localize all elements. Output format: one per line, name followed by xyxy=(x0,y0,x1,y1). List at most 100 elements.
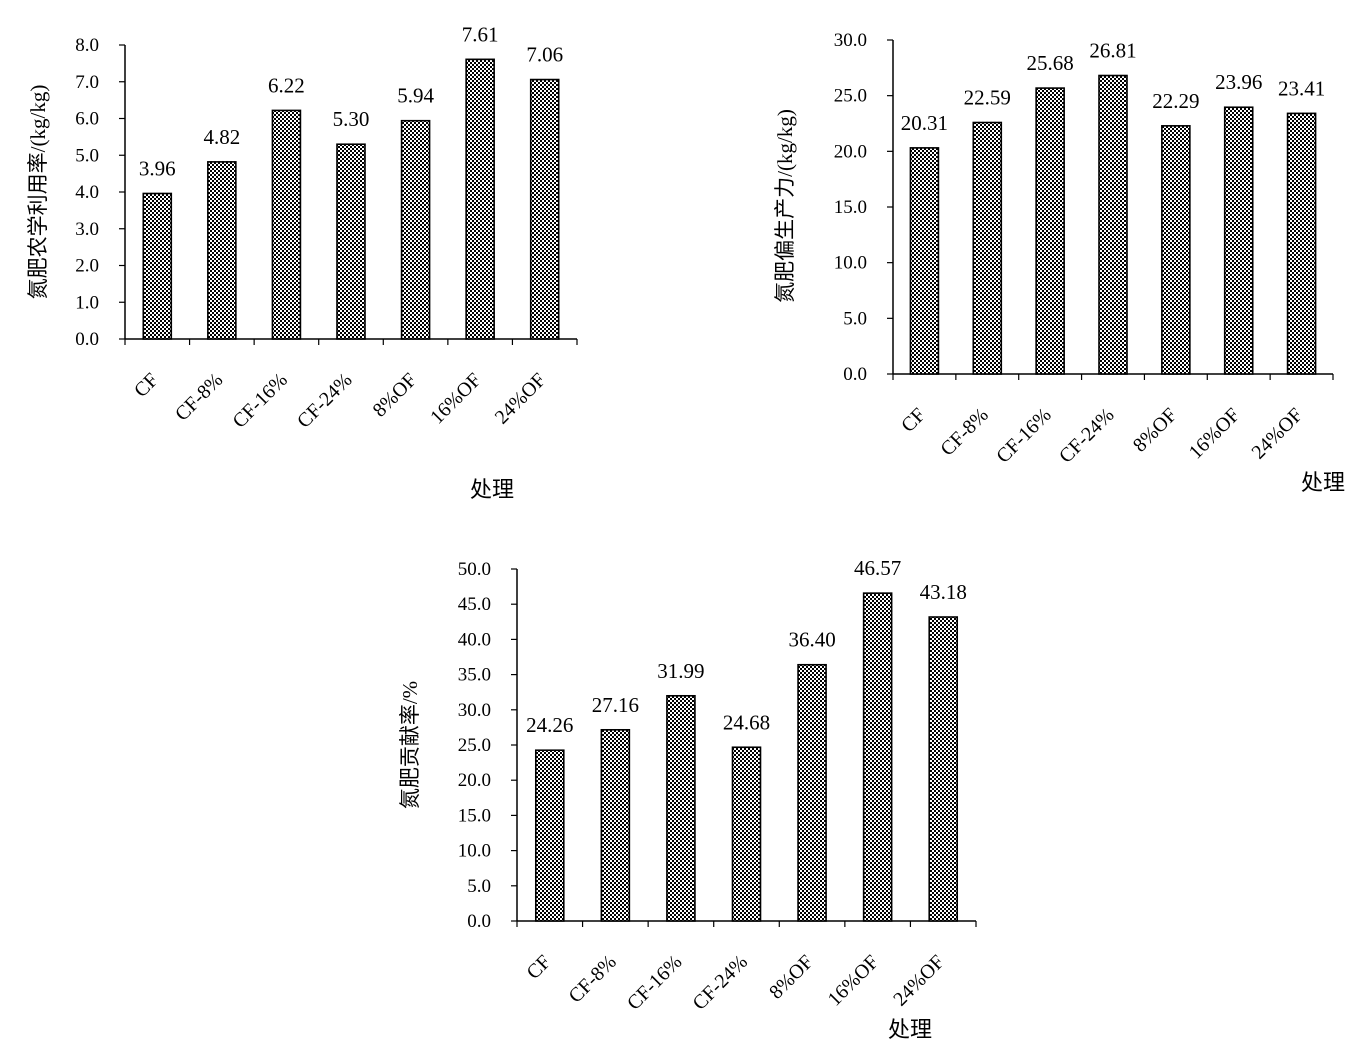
data-label: 20.31 xyxy=(901,111,948,135)
y-tick-label: 25.0 xyxy=(834,86,867,107)
data-label: 22.29 xyxy=(1152,89,1199,113)
y-tick-label: 1.0 xyxy=(75,292,99,313)
category-label: 16%OF xyxy=(824,951,884,1011)
bar xyxy=(336,143,366,340)
data-label: 5.94 xyxy=(397,84,434,108)
y-tick-label: 5.0 xyxy=(843,308,867,329)
data-label: 46.57 xyxy=(854,556,901,580)
y-axis-title: 氮肥农学利用率/(kg/kg) xyxy=(26,85,50,300)
bar xyxy=(207,161,237,340)
y-tick-label: 10.0 xyxy=(458,841,491,862)
x-axis-title: 处理 xyxy=(470,477,514,502)
y-tick-label: 0.0 xyxy=(843,364,867,385)
bar xyxy=(928,616,959,922)
category-label: CF-16% xyxy=(623,951,686,1014)
category-label: 8%OF xyxy=(765,951,817,1003)
y-tick-label: 20.0 xyxy=(458,770,491,791)
y-tick-label: 6.0 xyxy=(75,109,99,130)
y-tick-label: 30.0 xyxy=(834,30,867,51)
y-tick-label: 25.0 xyxy=(458,735,491,756)
bar xyxy=(1223,106,1254,375)
category-label: 16%OF xyxy=(426,369,486,429)
data-label: 43.18 xyxy=(920,580,967,604)
category-label: CF-24% xyxy=(293,369,356,432)
y-tick-label: 10.0 xyxy=(834,253,867,274)
category-label: CF xyxy=(897,404,930,437)
data-label: 24.68 xyxy=(723,710,770,734)
data-label: 6.22 xyxy=(268,73,305,97)
data-label: 7.61 xyxy=(462,22,499,46)
bar xyxy=(142,192,173,340)
data-label: 31.99 xyxy=(657,659,704,683)
y-tick-label: 45.0 xyxy=(458,594,491,615)
bar xyxy=(862,592,893,922)
data-label: 36.40 xyxy=(788,628,835,652)
category-label: CF-8% xyxy=(564,951,620,1007)
category-label: 8%OF xyxy=(1129,404,1181,456)
category-label: CF-16% xyxy=(992,404,1055,467)
bar xyxy=(1098,74,1128,375)
chart-nitrogen-agronomic-efficiency: 0.0 1.0 2.0 3.0 4.0 5.0 6.0 7.0 8.0 3.96 CF 4.82 CF-… xyxy=(26,22,578,502)
category-label: CF-8% xyxy=(171,369,227,425)
category-label: 8%OF xyxy=(369,369,421,421)
y-tick-label: 2.0 xyxy=(75,256,99,277)
category-label: CF-24% xyxy=(1055,404,1118,467)
category-label: CF xyxy=(130,369,163,402)
y-tick-label: 3.0 xyxy=(75,219,99,240)
y-tick-label: 8.0 xyxy=(75,35,99,56)
y-tick-label: 40.0 xyxy=(458,629,491,650)
chart-nitrogen-contribution-rate: 0.0 5.0 10.0 15.0 20.0 25.0 30.0 35.0 40.0 45.0 50… xyxy=(398,556,977,1042)
category-label: 24%OF xyxy=(1248,404,1308,464)
y-tick-label: 5.0 xyxy=(467,876,491,897)
bar xyxy=(529,78,560,340)
y-tick-label: 50.0 xyxy=(458,559,491,580)
bar xyxy=(972,121,1003,375)
bar xyxy=(1161,125,1191,375)
y-axis-title: 氮肥贡献率/% xyxy=(398,681,422,809)
bar xyxy=(600,728,631,922)
data-label: 23.41 xyxy=(1278,76,1325,100)
y-tick-label: 35.0 xyxy=(458,665,491,686)
y-tick-label: 4.0 xyxy=(75,182,99,203)
bar xyxy=(1035,87,1065,375)
bar xyxy=(909,147,940,375)
x-axis-title: 处理 xyxy=(1301,470,1345,495)
bar xyxy=(1286,112,1317,375)
x-axis-title: 处理 xyxy=(888,1017,932,1042)
bar xyxy=(534,749,565,922)
category-label: CF-16% xyxy=(228,369,291,432)
data-label: 25.68 xyxy=(1027,51,1074,75)
y-tick-label: 15.0 xyxy=(458,805,491,826)
bar xyxy=(731,746,762,922)
category-label: 24%OF xyxy=(889,951,949,1011)
data-label: 26.81 xyxy=(1089,39,1136,63)
category-label: CF-8% xyxy=(936,404,992,460)
category-label: 24%OF xyxy=(491,369,551,429)
bar xyxy=(797,663,827,922)
bar xyxy=(400,119,431,340)
data-label: 5.30 xyxy=(333,107,370,131)
bar xyxy=(271,109,302,340)
data-label: 27.16 xyxy=(592,693,639,717)
category-label: 16%OF xyxy=(1185,404,1245,464)
category-label: CF xyxy=(522,951,555,984)
y-tick-label: 5.0 xyxy=(75,145,99,166)
data-label: 24.26 xyxy=(526,713,573,737)
y-tick-label: 0.0 xyxy=(75,329,99,350)
category-label: CF-24% xyxy=(689,951,752,1014)
data-label: 4.82 xyxy=(203,125,240,149)
bar xyxy=(465,58,495,340)
y-axis-title: 氮肥偏生产力/(kg/kg) xyxy=(773,109,797,303)
chart-nitrogen-partial-factor-productivity: 0.0 5.0 10.0 15.0 20.0 25.0 30.0 20.31 CF 22.59 CF… xyxy=(773,30,1345,495)
y-tick-label: 20.0 xyxy=(834,141,867,162)
data-label: 3.96 xyxy=(139,156,176,180)
y-tick-label: 0.0 xyxy=(467,911,491,932)
data-label: 7.06 xyxy=(526,43,563,67)
y-tick-label: 30.0 xyxy=(458,700,491,721)
data-label: 23.96 xyxy=(1215,70,1262,94)
bar xyxy=(666,694,696,922)
y-tick-label: 7.0 xyxy=(75,72,99,93)
y-tick-label: 15.0 xyxy=(834,197,867,218)
data-label: 22.59 xyxy=(964,85,1011,109)
